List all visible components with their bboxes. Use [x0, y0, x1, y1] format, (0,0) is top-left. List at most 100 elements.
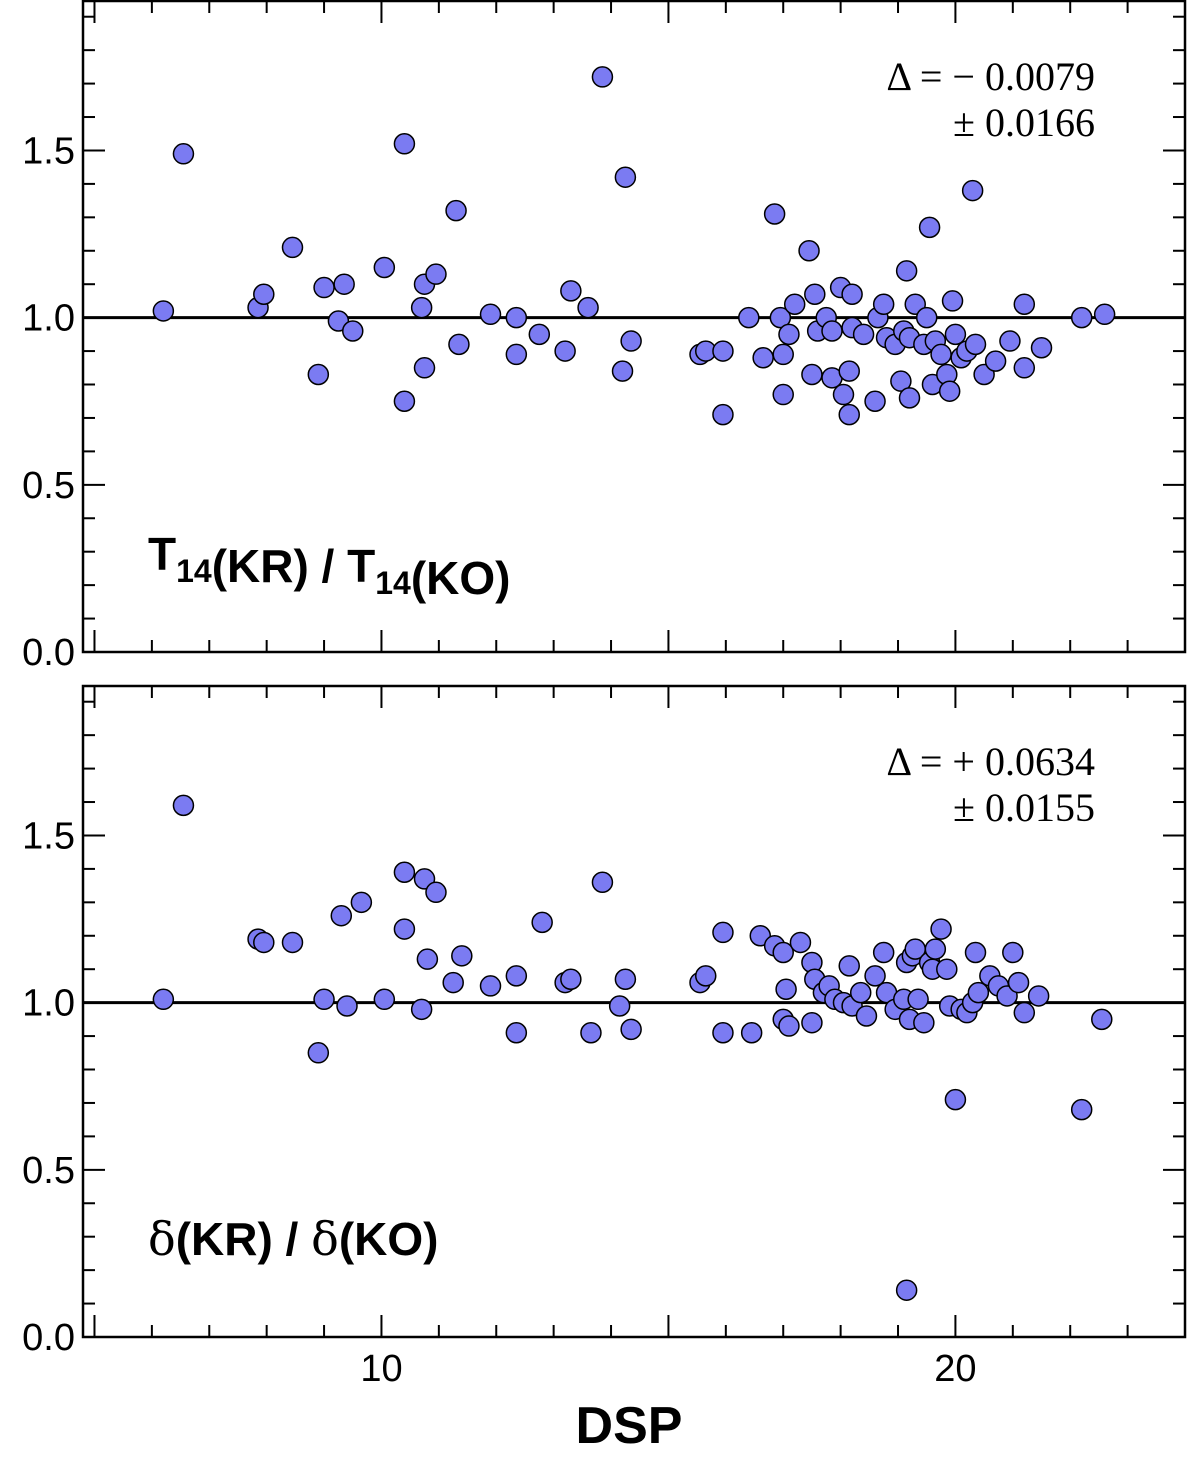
data-point — [838, 955, 860, 977]
data-point — [872, 941, 895, 964]
data-point — [801, 1011, 823, 1034]
data-point — [907, 988, 929, 1011]
data-point — [1013, 1001, 1036, 1024]
data-point — [930, 918, 952, 940]
data-point — [425, 263, 447, 285]
data-point — [872, 293, 895, 316]
data-point — [712, 921, 734, 944]
data-point — [307, 1042, 330, 1064]
data-point — [763, 203, 786, 225]
data-point — [577, 296, 599, 319]
data-point — [410, 998, 433, 1021]
data-point — [313, 988, 335, 1011]
panel-label-part: (KR) / — [176, 1213, 311, 1265]
data-point — [838, 403, 860, 426]
data-point — [152, 988, 175, 1011]
data-point — [967, 981, 990, 1004]
data-point — [964, 941, 987, 964]
data-point — [772, 343, 794, 366]
data-point — [890, 370, 912, 392]
data-point — [342, 320, 364, 342]
y-tick-label: 1.0 — [22, 983, 75, 1025]
y-tick-label: 1.0 — [22, 298, 75, 340]
data-point — [445, 199, 467, 222]
data-point — [918, 216, 941, 239]
data-point — [941, 290, 964, 312]
data-point — [1070, 306, 1093, 329]
plot-frame — [81, 684, 1187, 1339]
x-tick-label: 10 — [360, 1348, 402, 1390]
data-point — [560, 968, 582, 990]
data-point — [789, 931, 812, 954]
data-point — [915, 306, 938, 329]
data-point — [350, 891, 373, 914]
data-point — [425, 881, 447, 904]
data-point — [849, 981, 872, 1004]
data-point — [832, 383, 855, 406]
data-point — [895, 1279, 918, 1301]
data-point — [253, 283, 275, 305]
data-point — [804, 283, 826, 305]
data-point — [505, 965, 528, 987]
data-point — [531, 911, 553, 934]
data-point — [821, 320, 843, 342]
data-point — [752, 347, 774, 369]
data-point — [775, 978, 797, 1001]
panel-label-part: (KR) / — [212, 540, 347, 592]
data-point — [442, 971, 464, 994]
data-point — [448, 333, 470, 356]
data-point — [712, 340, 734, 362]
data-point — [961, 179, 984, 202]
y-tick-label: 0.0 — [22, 632, 75, 674]
data-point — [783, 293, 806, 316]
data-point — [172, 794, 195, 817]
data-point — [281, 236, 304, 259]
data-point — [281, 931, 304, 954]
data-point — [772, 941, 794, 964]
data-point — [172, 143, 195, 165]
data-point — [964, 333, 987, 356]
data-point — [944, 1088, 967, 1111]
stat-delta: Δ = − 0.0079 — [886, 54, 1095, 99]
panel-label-part: 14 — [375, 565, 411, 601]
data-point — [999, 330, 1021, 352]
stat-error: ± 0.0166 — [953, 100, 1095, 145]
data-point — [591, 66, 614, 88]
data-point — [505, 343, 528, 366]
data-point — [852, 323, 875, 346]
panel-label-part: (KO) — [411, 552, 511, 604]
data-point — [1093, 303, 1116, 326]
data-point — [505, 1021, 528, 1044]
data-point — [560, 280, 582, 302]
data-point — [620, 330, 642, 352]
data-point — [798, 240, 820, 262]
data-point — [479, 975, 502, 997]
data-point — [938, 380, 961, 402]
data-point — [307, 363, 330, 386]
data-point — [614, 166, 637, 188]
data-point — [253, 931, 275, 954]
data-point — [712, 1021, 734, 1044]
data-point — [554, 340, 576, 362]
data-point — [738, 306, 760, 329]
data-point — [313, 276, 335, 299]
data-point — [479, 303, 502, 326]
stat-delta: Δ = + 0.0634 — [886, 739, 1095, 784]
data-point — [712, 403, 734, 426]
data-point — [895, 260, 918, 282]
data-point — [838, 360, 860, 382]
data-point — [924, 938, 947, 960]
data-point — [694, 965, 717, 987]
data-point — [416, 948, 439, 970]
data-point — [936, 958, 958, 980]
data-point — [1091, 1008, 1113, 1031]
data-point — [152, 300, 175, 322]
data-point — [330, 904, 353, 927]
data-point — [505, 306, 528, 329]
data-point — [1013, 357, 1036, 379]
data-point — [855, 1005, 878, 1027]
data-point — [373, 988, 396, 1011]
stat-error: ± 0.0155 — [953, 785, 1095, 830]
